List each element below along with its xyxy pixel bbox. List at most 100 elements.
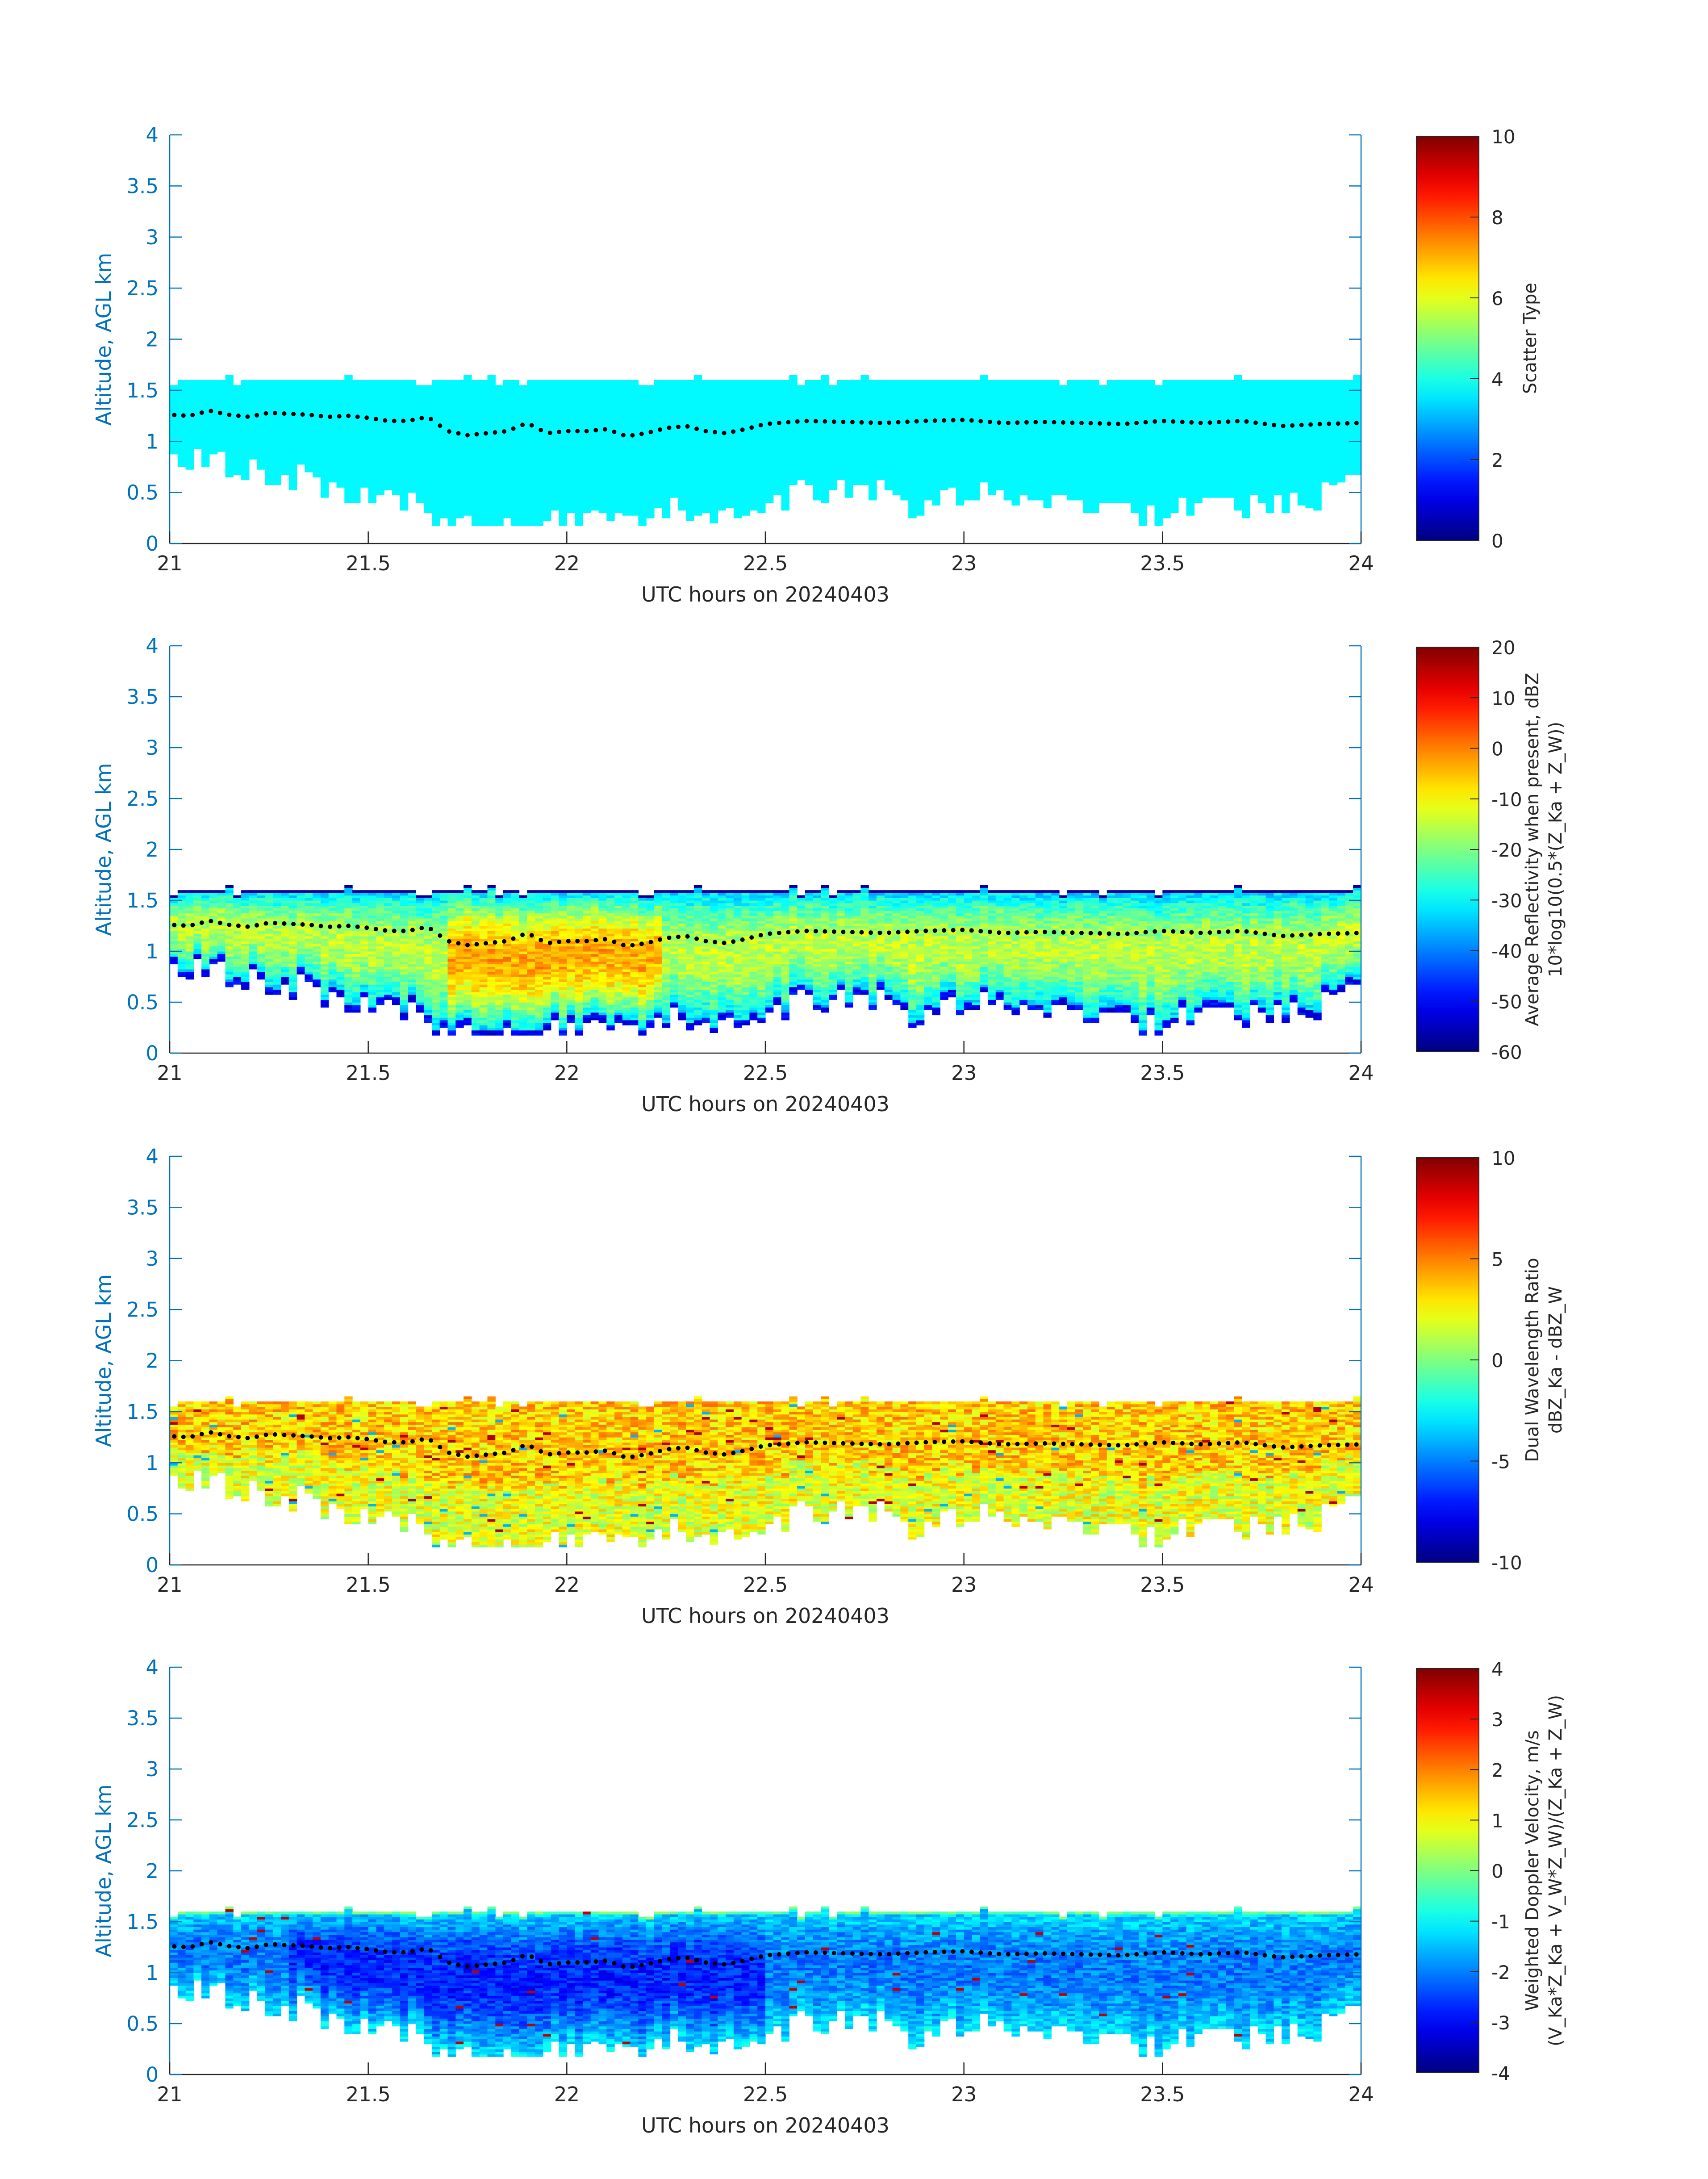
heatmap-cell: [535, 474, 543, 477]
heatmap-cell: [837, 472, 845, 475]
heatmap-cell: [225, 423, 234, 427]
heatmap-cell: [924, 426, 933, 429]
heatmap-cell: [749, 382, 758, 385]
heatmap-cell: [908, 469, 917, 473]
heatmap-cell: [455, 459, 464, 462]
heatmap-cell: [273, 390, 281, 393]
heatmap-cell: [575, 423, 583, 427]
heatmap-cell: [288, 474, 297, 477]
heatmap-cell: [877, 444, 885, 447]
heatmap-cell: [710, 390, 718, 393]
heatmap-cell: [844, 398, 853, 401]
heatmap-cell: [733, 474, 742, 477]
heatmap-cell: [567, 495, 575, 498]
heatmap-cell: [384, 380, 393, 383]
heatmap-cell: [948, 446, 956, 449]
heatmap-cell: [1011, 467, 1020, 470]
heatmap-cell: [320, 436, 329, 439]
heatmap-cell: [567, 500, 575, 503]
heatmap-cell: [948, 380, 956, 383]
heatmap-cell: [305, 456, 313, 460]
heatmap-cell: [908, 467, 917, 470]
heatmap-cell: [821, 406, 829, 409]
heatmap-cell: [487, 513, 496, 516]
heatmap-cell: [368, 449, 377, 452]
heatmap-cell: [813, 444, 822, 447]
heatmap-cell: [606, 398, 615, 401]
heatmap-cell: [844, 385, 853, 388]
heatmap-cell: [201, 441, 210, 444]
heatmap-cell: [511, 418, 520, 422]
heatmap-cell: [781, 388, 789, 391]
heatmap-cell: [543, 403, 551, 406]
heatmap-cell: [765, 390, 774, 393]
heatmap-cell: [336, 474, 345, 477]
heatmap-cell: [670, 472, 678, 475]
heatmap-cell: [471, 515, 480, 519]
heatmap-cell: [710, 416, 718, 419]
heatmap-cell: [320, 434, 329, 437]
heatmap-cell: [424, 388, 432, 391]
heatmap-cell: [582, 459, 591, 462]
heatmap-cell: [726, 467, 734, 470]
heatmap-cell: [781, 500, 789, 503]
heatmap-cell: [344, 464, 353, 467]
heatmap-cell: [384, 406, 393, 409]
heatmap-cell: [209, 395, 218, 398]
heatmap-cell: [344, 444, 353, 447]
heatmap-cell: [209, 441, 218, 444]
heatmap-cell: [424, 456, 432, 460]
heatmap-cell: [201, 423, 210, 427]
heatmap-cell: [805, 467, 814, 470]
heatmap-cell: [995, 480, 1004, 483]
heatmap-cell: [900, 441, 909, 444]
heatmap-cell: [892, 398, 901, 401]
heatmap-cell: [464, 439, 472, 442]
heatmap-cell: [670, 385, 678, 388]
heatmap-cell: [400, 428, 409, 431]
heatmap-cell: [852, 385, 861, 388]
heatmap-cell: [789, 444, 798, 447]
heatmap-cell: [519, 485, 527, 488]
heatmap-cell: [718, 462, 726, 465]
heatmap-cell: [598, 431, 607, 434]
heatmap-cell: [392, 423, 401, 427]
heatmap-cell: [503, 431, 512, 434]
heatmap-cell: [511, 477, 520, 480]
heatmap-cell: [177, 388, 186, 391]
heatmap-cell: [336, 408, 345, 411]
heatmap-cell: [614, 406, 623, 409]
heatmap-cell: [646, 464, 655, 467]
heatmap-cell: [336, 434, 345, 437]
heatmap-cell: [344, 492, 353, 495]
heatmap-cell: [765, 477, 774, 480]
heatmap-cell: [686, 421, 694, 424]
heatmap-cell: [590, 456, 599, 460]
heatmap-cell: [575, 500, 583, 503]
heatmap-cell: [630, 480, 639, 483]
heatmap-cell: [693, 410, 702, 414]
heatmap-cell: [241, 398, 250, 401]
heatmap-cell: [320, 480, 329, 483]
heatmap-cell: [495, 477, 504, 480]
heatmap-cell: [654, 380, 663, 383]
heatmap-cell: [455, 487, 464, 490]
heatmap-cell: [543, 398, 551, 401]
heatmap-cell: [535, 421, 543, 424]
heatmap-cell: [384, 485, 393, 488]
heatmap-cell: [900, 472, 909, 475]
heatmap-cell: [582, 467, 591, 470]
heatmap-cell: [265, 393, 273, 396]
heatmap-cell: [590, 487, 599, 490]
heatmap-cell: [741, 487, 750, 490]
heatmap-cell: [352, 489, 361, 493]
heatmap-cell: [575, 487, 583, 490]
heatmap-cell: [296, 434, 305, 437]
heatmap-cell: [384, 441, 393, 444]
heatmap-cell: [567, 505, 575, 508]
heatmap-cell: [1011, 428, 1020, 431]
heatmap-cell: [948, 421, 956, 424]
heatmap-cell: [980, 418, 988, 422]
heatmap-cell: [718, 393, 726, 396]
heatmap-cell: [439, 502, 448, 506]
